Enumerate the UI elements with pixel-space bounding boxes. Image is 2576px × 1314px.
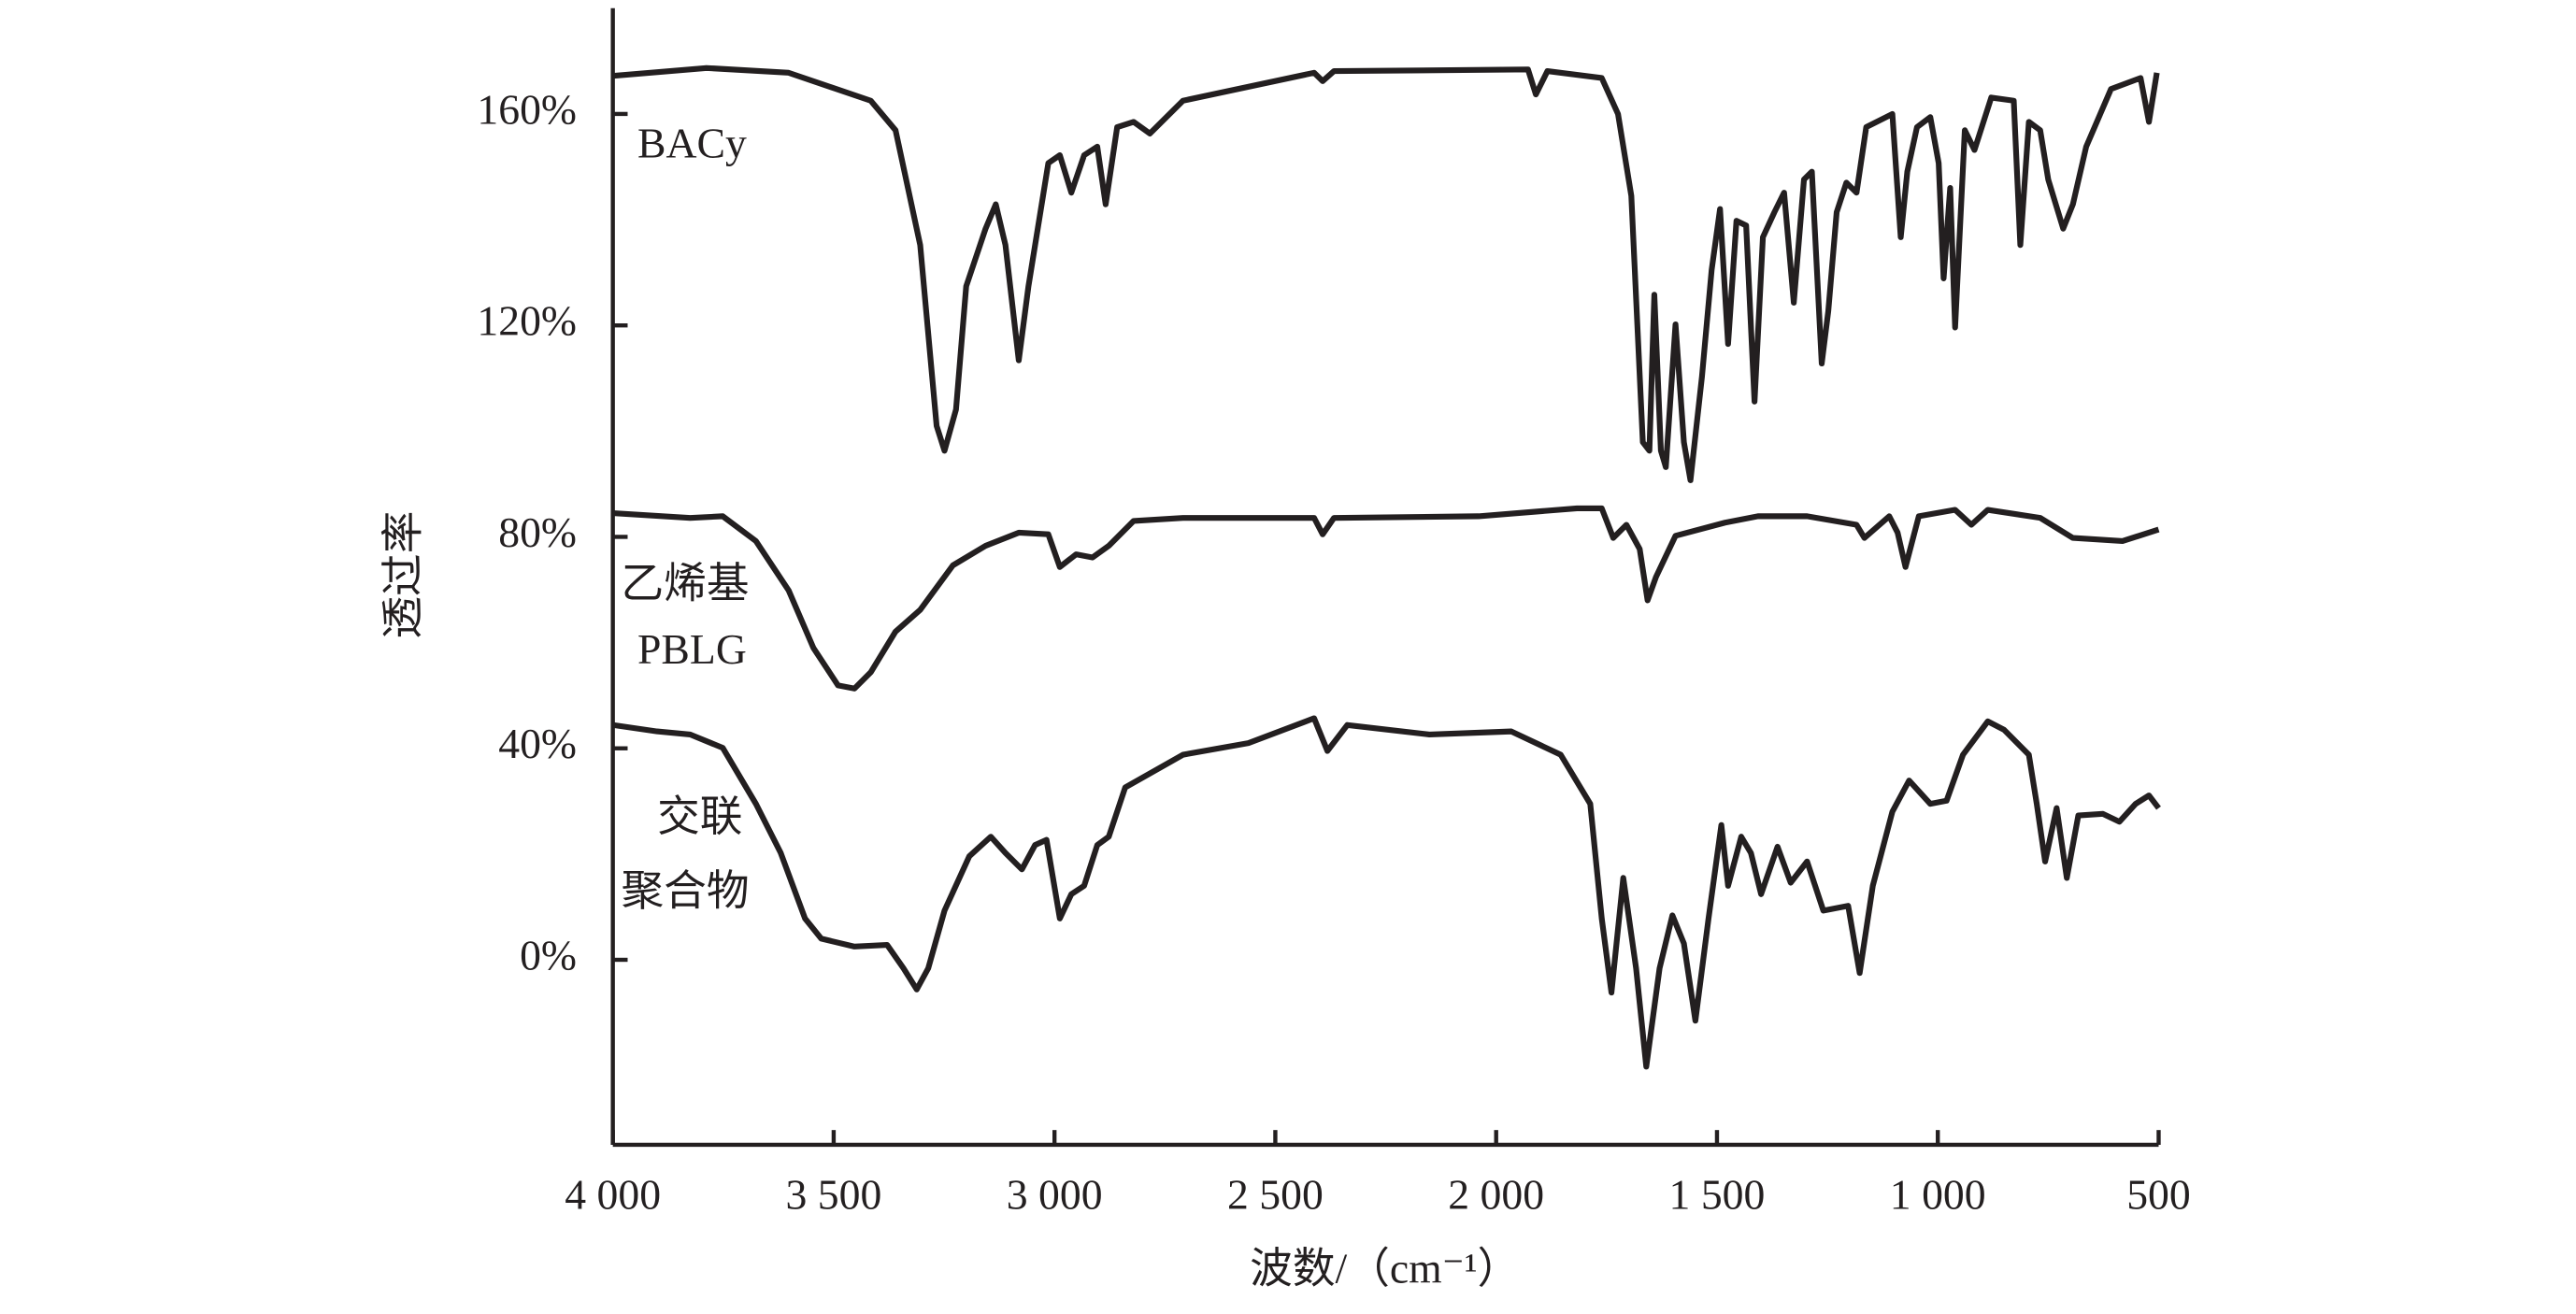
y-tick-label: 160% (477, 85, 577, 133)
x-tick-label: 2 500 (1227, 1170, 1324, 1218)
spectrum-line (612, 715, 2161, 1070)
x-tick-label: 3 500 (786, 1170, 882, 1218)
spectrum-line (612, 64, 2160, 483)
x-tick-label: 1 000 (1890, 1170, 1986, 1218)
x-tick-label: 3 000 (1007, 1170, 1103, 1218)
series-annotation: PBLG (637, 625, 747, 673)
series-annotation: 聚合物 (621, 866, 749, 914)
x-tick-label: 500 (2126, 1170, 2191, 1218)
series-annotation: 乙烯基 (621, 560, 749, 607)
x-axis-label: 波数/（cm⁻¹） (1250, 1245, 1520, 1293)
x-tick-label: 4 000 (565, 1170, 661, 1218)
y-tick-label: 40% (498, 720, 577, 767)
series-annotation: BACy (637, 120, 747, 167)
spectrum-line (612, 505, 2160, 692)
x-tick-label: 1 500 (1669, 1170, 1766, 1218)
y-axis-label: 透过率 (379, 511, 426, 639)
series-annotation: 交联 (657, 793, 742, 840)
y-tick-label: 80% (498, 508, 577, 556)
y-tick-label: 0% (520, 931, 577, 978)
y-tick-label: 120% (477, 297, 577, 345)
x-tick-label: 2 000 (1448, 1170, 1544, 1218)
